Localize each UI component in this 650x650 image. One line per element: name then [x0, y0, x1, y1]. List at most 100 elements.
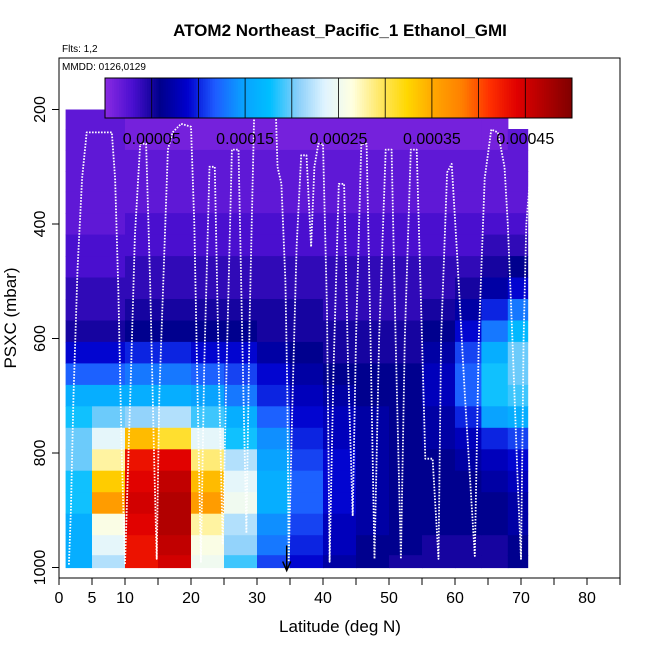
heatmap-cell [125, 256, 159, 278]
heatmap-cell [481, 192, 508, 214]
heatmap-cell [508, 406, 528, 428]
heatmap-cell [125, 321, 159, 343]
heatmap-cell [422, 428, 456, 450]
y-tick-label: 800 [32, 440, 49, 467]
heatmap-cell [481, 555, 508, 568]
heatmap-cell [125, 278, 159, 300]
heatmap-cell [508, 555, 528, 568]
heatmap-cell [66, 385, 93, 407]
heatmap-cell [158, 535, 192, 556]
heatmap-cell [158, 321, 192, 343]
heatmap-cell [481, 449, 508, 471]
y-tick-label: 1000 [32, 550, 49, 586]
heatmap-cell [191, 555, 225, 568]
heatmap-cell [92, 535, 126, 556]
heatmap-cell [92, 492, 126, 514]
heatmap-cell [257, 471, 291, 493]
heatmap-cell [92, 555, 126, 568]
heatmap-cell [389, 535, 423, 556]
heatmap-cell [389, 514, 423, 536]
heatmap-cell [224, 428, 258, 450]
heatmap-cell [323, 514, 357, 536]
heatmap-cell [508, 428, 528, 450]
heatmap-cell [66, 192, 93, 214]
heatmap-cell [323, 171, 357, 192]
heatmap-cell [290, 235, 324, 257]
dates-note: MMDD: 0126,0129 [62, 62, 146, 73]
heatmap-cell [257, 406, 291, 428]
heatmap-cell [66, 471, 93, 493]
heatmap-cell [92, 256, 126, 278]
x-tick-label: 20 [182, 590, 200, 607]
heatmap-cell [455, 555, 482, 568]
heatmap-cell [158, 555, 192, 568]
heatmap-cell [455, 192, 482, 214]
heatmap-cell [481, 278, 508, 300]
heatmap-cell [257, 428, 291, 450]
heatmap-cell [290, 385, 324, 407]
heatmap-cell [455, 213, 482, 235]
heatmap-cell [389, 471, 423, 493]
heatmap-cell [481, 514, 508, 536]
heatmap [66, 92, 529, 568]
heatmap-cell [257, 342, 291, 364]
heatmap-cell [92, 213, 126, 235]
heatmap-cell [257, 449, 291, 471]
heatmap-cell [257, 192, 291, 214]
heatmap-cell [356, 278, 390, 300]
heatmap-cell [481, 235, 508, 257]
heatmap-cell [356, 256, 390, 278]
heatmap-cell [290, 492, 324, 514]
heatmap-cell [66, 213, 93, 235]
heatmap-cell [356, 535, 390, 556]
heatmap-cell [323, 535, 357, 556]
chart-canvas: ATOM2 Northeast_Pacific_1 Ethanol_GMI Fl… [0, 0, 650, 650]
heatmap-cell [389, 555, 423, 568]
heatmap-cell [323, 192, 357, 214]
heatmap-cell [158, 342, 192, 364]
heatmap-cell [290, 514, 324, 536]
heatmap-cell [508, 535, 528, 556]
heatmap-cell [224, 449, 258, 471]
heatmap-cell [257, 535, 291, 556]
heatmap-cell [422, 299, 456, 321]
heatmap-cell [66, 171, 93, 192]
x-axis-label: Latitude (deg N) [279, 617, 401, 636]
heatmap-cell [481, 363, 508, 385]
heatmap-cell [422, 256, 456, 278]
colorbar-tick-label: 0.00015 [216, 131, 274, 148]
heatmap-cell [290, 471, 324, 493]
heatmap-cell [257, 150, 291, 172]
heatmap-cell [92, 321, 126, 343]
heatmap-cell [389, 385, 423, 407]
heatmap-cell [92, 235, 126, 257]
heatmap-cell [92, 171, 126, 192]
heatmap-cell [481, 471, 508, 493]
heatmap-cell [389, 406, 423, 428]
heatmap-cell [224, 342, 258, 364]
heatmap-cell [224, 363, 258, 385]
heatmap-cell [323, 235, 357, 257]
heatmap-cell [158, 171, 192, 192]
heatmap-cell [455, 535, 482, 556]
heatmap-cell [422, 342, 456, 364]
heatmap-cell [191, 171, 225, 192]
heatmap-cell [125, 555, 159, 568]
heatmap-cell [92, 514, 126, 536]
heatmap-cell [257, 213, 291, 235]
heatmap-cell [389, 342, 423, 364]
heatmap-cell [92, 129, 126, 151]
heatmap-cell [389, 363, 423, 385]
colorbar-tick-label: 0.00035 [403, 131, 461, 148]
heatmap-cell [125, 171, 159, 192]
heatmap-cell [455, 171, 482, 192]
heatmap-cell [422, 385, 456, 407]
heatmap-cell [508, 342, 528, 364]
heatmap-cell [257, 492, 291, 514]
heatmap-cell [481, 299, 508, 321]
heatmap-cell [158, 213, 192, 235]
heatmap-cell [481, 342, 508, 364]
heatmap-cell [125, 213, 159, 235]
chart-title: ATOM2 Northeast_Pacific_1 Ethanol_GMI [173, 21, 507, 40]
heatmap-cell [290, 449, 324, 471]
